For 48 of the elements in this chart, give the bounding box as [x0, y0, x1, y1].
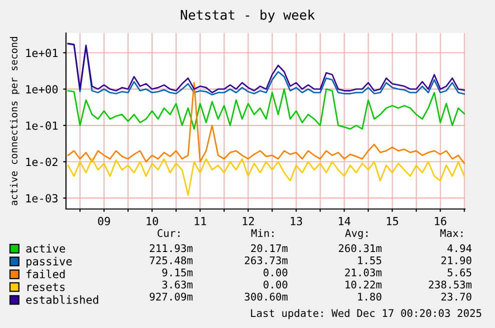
y-tick-label: 1e+00: [26, 85, 58, 94]
text: 21.03m: [345, 268, 382, 276]
text: 0.00: [264, 268, 288, 276]
line-series: [67, 82, 465, 164]
x-tick-label: 15: [386, 217, 398, 226]
text: 3.63m: [162, 280, 193, 288]
text: 21.90: [441, 256, 472, 264]
y-tick-label: 1e-01: [26, 121, 58, 130]
text: 10.22m: [346, 280, 382, 288]
text: 20.17m: [251, 244, 288, 252]
line-series: [67, 88, 465, 130]
text: 9.15m: [162, 268, 193, 276]
text: 5.65: [448, 268, 472, 276]
line-series: [67, 158, 465, 196]
text: 0.00: [264, 280, 288, 288]
text: Cur:: [158, 229, 180, 238]
legend-label: active: [26, 244, 66, 253]
text: 4.94: [447, 244, 472, 252]
x-tick-label: 11: [194, 217, 206, 226]
text: 725.48m: [150, 256, 193, 264]
text: 300.60m: [244, 292, 288, 301]
text: 211.93m: [150, 244, 193, 252]
y-tick-label: 1e-02: [26, 158, 58, 166]
x-tick-label: 14: [338, 217, 350, 226]
y-axis-title: active connections per second: [10, 37, 20, 206]
legend-label: passive: [26, 256, 72, 268]
text: 23.70: [441, 292, 472, 301]
text: Max:: [440, 229, 462, 238]
y-tick-label: 1e-03: [26, 194, 58, 202]
legend-label: failed: [26, 270, 65, 278]
text: 260.31m: [338, 244, 382, 252]
legend-label: established: [26, 295, 98, 304]
text: 927.09m: [150, 292, 193, 301]
chart-title: Netstat - by week: [180, 10, 315, 22]
x-tick-label: 13: [290, 216, 302, 226]
text: Last update: Wed Dec 17 00:20:03 2025: [251, 308, 482, 320]
x-tick-label: 12: [242, 216, 254, 226]
legend-label: resets: [28, 283, 65, 292]
x-tick-label: 16: [434, 216, 446, 226]
text: 1.80: [358, 292, 382, 301]
x-tick-label: 10: [146, 216, 158, 226]
text: Min:: [251, 228, 274, 237]
x-tick-label: 09: [98, 216, 110, 226]
y-tick-label: 1e+01: [26, 48, 58, 58]
text: Avg:: [345, 229, 368, 240]
text: 263.73m: [244, 256, 288, 264]
text: 238.53m: [428, 280, 472, 288]
text: 1.55: [358, 256, 382, 264]
